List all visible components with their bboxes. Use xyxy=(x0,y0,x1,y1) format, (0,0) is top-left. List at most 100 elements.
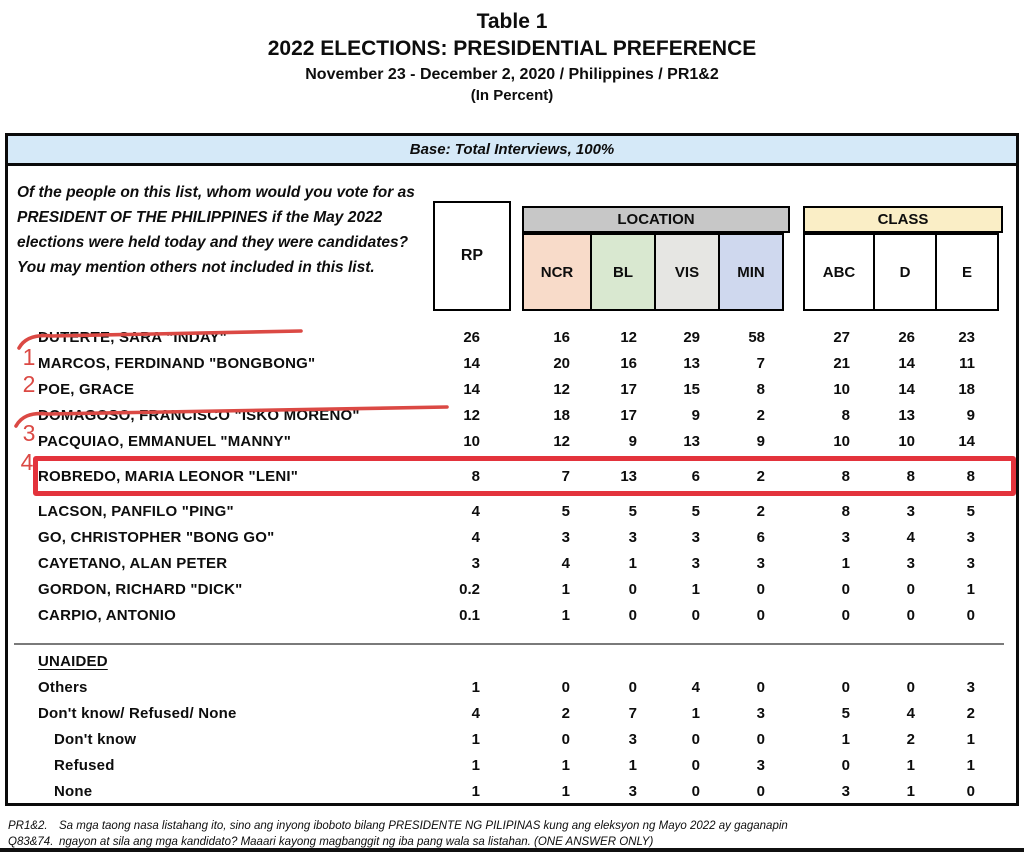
value-d: 4 xyxy=(906,704,915,722)
section-divider xyxy=(14,643,1004,645)
table-row: UNAIDED xyxy=(8,648,1016,674)
value-abc: 0 xyxy=(841,678,850,696)
value-abc: 8 xyxy=(841,502,850,520)
value-e: 1 xyxy=(966,580,975,598)
rank-annotation-1: 1 xyxy=(22,344,36,370)
value-d: 1 xyxy=(906,756,915,774)
value-vis: 3 xyxy=(691,528,700,546)
value-rp: 10 xyxy=(463,432,480,450)
class-subcolumns: ABC D E xyxy=(803,233,999,311)
value-d: 8 xyxy=(906,467,915,485)
candidate-name: MARCOS, FERDINAND "BONGBONG" xyxy=(38,354,316,372)
value-ncr: 1 xyxy=(561,782,570,800)
value-e: 3 xyxy=(966,678,975,696)
value-vis: 3 xyxy=(691,554,700,572)
page-title: 2022 ELECTIONS: PRESIDENTIAL PREFERENCE xyxy=(267,37,757,60)
rank-annotation-4: 4 xyxy=(20,449,34,475)
column-header-vis: VIS xyxy=(654,233,720,311)
value-vis: 13 xyxy=(683,354,700,372)
value-bl: 17 xyxy=(620,406,637,424)
table-row: Don't know/ Refused/ None 4 2 7 1 3 5 4 … xyxy=(8,700,1016,726)
value-ncr: 1 xyxy=(561,580,570,598)
value-ncr: 12 xyxy=(553,432,570,450)
value-min: 0 xyxy=(756,782,765,800)
candidate-name: Others xyxy=(38,678,88,696)
title-block: Table 1 2022 ELECTIONS: PRESIDENTIAL PRE… xyxy=(0,8,1024,106)
column-header-bl: BL xyxy=(590,233,656,311)
value-d: 0 xyxy=(906,678,915,696)
value-min: 0 xyxy=(756,678,765,696)
value-min: 8 xyxy=(756,380,765,398)
value-e: 11 xyxy=(959,354,975,372)
table-frame: Base: Total Interviews, 100% Of the peop… xyxy=(5,133,1019,806)
value-rp: 4 xyxy=(471,528,480,546)
value-min: 0 xyxy=(756,606,765,624)
candidate-name: LACSON, PANFILO "PING" xyxy=(38,502,234,520)
table-number: Table 1 xyxy=(476,10,548,33)
value-d: 3 xyxy=(906,502,915,520)
value-d: 14 xyxy=(898,354,915,372)
rank-annotation-3: 3 xyxy=(22,420,36,446)
table-row: PACQUIAO, EMMANUEL "MANNY" 10 12 9 13 9 … xyxy=(8,428,1016,454)
value-e: 3 xyxy=(966,554,975,572)
footnote-text-1: Sa mga taong nasa listahang ito, sino an… xyxy=(59,820,788,832)
subtitle-period: November 23 - December 2, 2020 / Philipp… xyxy=(305,66,719,83)
value-vis: 4 xyxy=(691,678,700,696)
value-abc: 1 xyxy=(841,554,850,572)
value-abc: 0 xyxy=(841,606,850,624)
value-min: 2 xyxy=(756,467,765,485)
value-e: 3 xyxy=(966,528,975,546)
candidate-name: POE, GRACE xyxy=(38,380,135,398)
location-subcolumns: NCR BL VIS MIN xyxy=(522,233,784,311)
value-d: 10 xyxy=(898,432,915,450)
value-min: 58 xyxy=(748,328,765,346)
value-rp: 1 xyxy=(471,678,480,696)
value-vis: 1 xyxy=(691,580,700,598)
value-e: 18 xyxy=(958,380,975,398)
candidate-name: GORDON, RICHARD "DICK" xyxy=(38,580,243,598)
value-d: 1 xyxy=(906,782,915,800)
value-vis: 5 xyxy=(691,502,700,520)
value-abc: 10 xyxy=(833,432,850,450)
value-rp: 3 xyxy=(471,554,480,572)
table-row: GORDON, RICHARD "DICK" 0.2 1 0 1 0 0 0 1 xyxy=(8,576,1016,602)
value-bl: 0 xyxy=(628,606,637,624)
value-d: 26 xyxy=(898,328,915,346)
value-min: 2 xyxy=(756,406,765,424)
table-row: DOMAGOSO, FRANCISCO "ISKO MORENO" 12 18 … xyxy=(8,402,1016,428)
column-group-location: LOCATION xyxy=(522,206,790,233)
value-d: 4 xyxy=(906,528,915,546)
footnote-text-2: ngayon at sila ang mga kandidato? Maaari… xyxy=(59,836,654,848)
value-rp: 1 xyxy=(471,782,480,800)
table-row-highlighted: ROBREDO, MARIA LEONOR "LENI" 8 7 13 6 2 … xyxy=(33,456,1016,496)
value-vis: 0 xyxy=(691,756,700,774)
value-e: 8 xyxy=(966,467,975,485)
value-rp: 1 xyxy=(471,756,480,774)
value-rp: 14 xyxy=(463,380,480,398)
value-min: 7 xyxy=(756,354,765,372)
value-abc: 1 xyxy=(841,730,850,748)
value-ncr: 1 xyxy=(561,756,570,774)
value-e: 14 xyxy=(958,432,975,450)
value-bl: 16 xyxy=(620,354,637,372)
value-e: 1 xyxy=(966,756,975,774)
candidate-name: Don't know/ Refused/ None xyxy=(38,704,237,722)
value-vis: 0 xyxy=(691,606,700,624)
value-d: 3 xyxy=(906,554,915,572)
value-ncr: 4 xyxy=(561,554,570,572)
table-body: Of the people on this list, whom would y… xyxy=(8,166,1016,801)
value-abc: 3 xyxy=(841,782,850,800)
value-rp: 8 xyxy=(471,467,480,485)
table-row: MARCOS, FERDINAND "BONGBONG" 14 20 16 13… xyxy=(8,350,1016,376)
value-vis: 15 xyxy=(683,380,700,398)
value-rp: 12 xyxy=(463,406,480,424)
value-ncr: 0 xyxy=(561,730,570,748)
column-header-min: MIN xyxy=(718,233,784,311)
value-e: 0 xyxy=(966,782,975,800)
value-abc: 10 xyxy=(833,380,850,398)
value-min: 3 xyxy=(756,704,765,722)
value-ncr: 0 xyxy=(561,678,570,696)
value-ncr: 18 xyxy=(553,406,570,424)
value-min: 3 xyxy=(756,554,765,572)
value-bl: 7 xyxy=(628,704,637,722)
